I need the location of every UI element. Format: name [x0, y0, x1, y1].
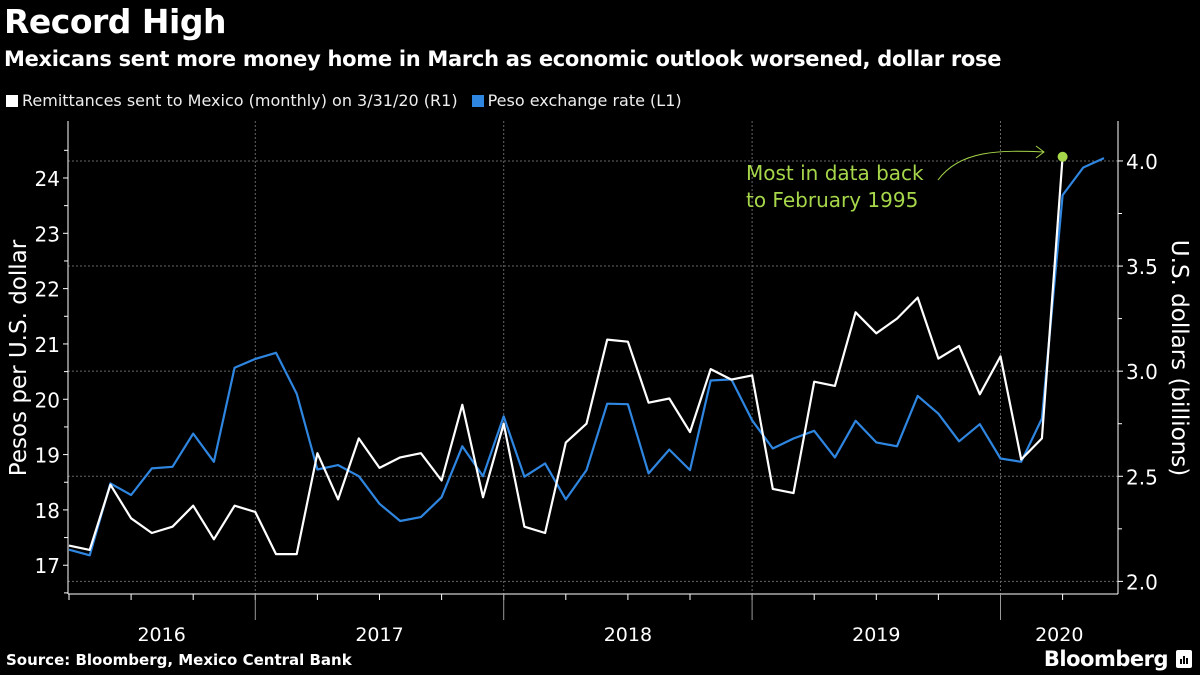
bloomberg-chart-icon [1176, 650, 1192, 668]
left-tick-label: 18 [35, 499, 60, 523]
annotation-arrow [937, 145, 1045, 181]
legend-item-peso: Peso exchange rate (L1) [471, 91, 682, 110]
left-tick-label: 22 [35, 278, 60, 302]
legend: Remittances sent to Mexico (monthly) on … [6, 91, 682, 110]
bloomberg-logo: Bloomberg [1044, 647, 1192, 671]
x-tick-label: 2016 [137, 624, 185, 646]
left-tick-label: 23 [35, 222, 60, 246]
series-line-remittances [68, 156, 1064, 556]
left-tick-label: 20 [35, 388, 60, 412]
left-tick-label: 24 [35, 167, 60, 191]
x-tick-label: 2017 [355, 624, 403, 646]
series-line-peso [68, 157, 1105, 557]
chart-subtitle: Mexicans sent more money home in March a… [4, 47, 1002, 71]
left-tick-label: 17 [35, 554, 60, 578]
legend-swatch-blue [471, 94, 484, 107]
brand-name: Bloomberg [1043, 647, 1169, 671]
legend-item-remittances: Remittances sent to Mexico (monthly) on … [6, 91, 458, 110]
legend-swatch-white [6, 94, 18, 107]
annotation-line2: to February 1995 [746, 188, 918, 212]
legend-label-remittances: Remittances sent to Mexico (monthly) on … [22, 91, 458, 110]
left-tick-label: 19 [35, 444, 60, 468]
x-tick-label: 2019 [852, 624, 900, 646]
x-tick-label: 2018 [604, 624, 652, 646]
right-tick-label: 2.0 [1126, 570, 1158, 594]
legend-label-peso: Peso exchange rate (L1) [487, 91, 682, 110]
right-tick-label: 4.0 [1126, 150, 1158, 174]
record-high-marker [1057, 151, 1068, 162]
right-axis-title: U.S. dollars (billions) [1166, 240, 1192, 476]
right-tick-label: 3.5 [1126, 255, 1158, 279]
source-note: Source: Bloomberg, Mexico Central Bank [6, 651, 352, 669]
left-tick-label: 21 [35, 333, 60, 357]
annotation-line1: Most in data back [746, 161, 924, 185]
chart-title: Record High [4, 2, 226, 41]
left-axis-title: Pesos per U.S. dollar [6, 239, 32, 476]
x-tick-label: 2020 [1035, 624, 1083, 646]
right-tick-label: 3.0 [1126, 360, 1158, 384]
right-tick-label: 2.5 [1126, 465, 1158, 489]
